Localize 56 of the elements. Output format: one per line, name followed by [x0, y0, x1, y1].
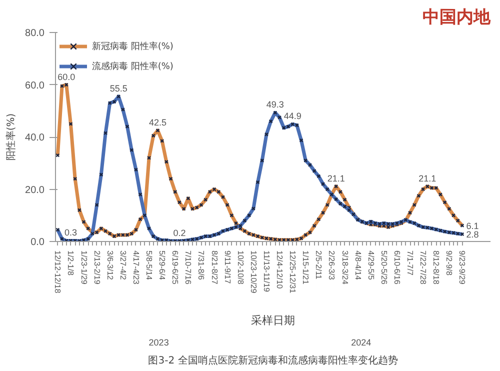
x-tick-label: 5/8-5/14 — [144, 250, 154, 280]
y-tick-label: 40.0 — [25, 132, 45, 144]
x-tick-label: 2/26-3/3 — [327, 250, 336, 280]
x-tick-label: 8/21-8/27 — [210, 250, 219, 285]
x-tick-label: 7/22-7/28 — [418, 250, 428, 285]
x-tick-label: 6/10-6/16 — [392, 250, 402, 285]
x-tick-label: 10/23-10/29 — [248, 250, 258, 294]
x-tick-label: 6/19-6/25 — [170, 250, 180, 285]
x-tick-label: 3/6-3/12 — [105, 250, 114, 280]
data-label: 0.3 — [64, 228, 77, 238]
x-tick-label: 9/23-9/29 — [458, 250, 467, 285]
x-tick-label: 4/8-4/14 — [353, 250, 362, 280]
data-label: 44.9 — [284, 111, 302, 122]
y-axis-title: 阳性率(%) — [5, 113, 18, 161]
text: 2024 — [351, 338, 372, 348]
x-tick-label: 5/20-5/26 — [379, 250, 388, 285]
x-tick-label: 8/12-8/18 — [432, 250, 441, 285]
y-tick-label: 20.0 — [25, 184, 45, 196]
x-tick-label: 1/2-1/8 — [66, 250, 76, 276]
data-label: 60.0 — [58, 72, 76, 82]
legend-label: 新冠病毒 阳性率(%) — [92, 40, 174, 52]
x-tick-label: 11/13-11/19 — [262, 250, 271, 293]
data-label: 21.1 — [418, 173, 436, 184]
data-label: 42.5 — [148, 117, 166, 128]
y-tick-label: 0.0 — [30, 237, 45, 248]
caption: 图3-2 全国哨点医院新冠病毒和流感病毒阳性率变化趋势 — [148, 354, 398, 366]
legend-label: 流感病毒 阳性率(%) — [92, 60, 174, 72]
data-label: 6.1 — [466, 221, 479, 232]
y-tick-label: 60.0 — [25, 80, 45, 92]
data-label: 2.8 — [466, 230, 479, 240]
x-tick-label: 7/31-8/6 — [196, 250, 206, 280]
x-tick-label: 3/27-4/2 — [118, 250, 128, 280]
text: 2023 — [148, 338, 169, 348]
x-tick-label: 5/29-6/4 — [158, 250, 167, 280]
x-tick-label: 4/29-5/5 — [366, 250, 376, 280]
x-tick-label: 12/4-12/10 — [275, 250, 284, 290]
x-tick-label: 7/1-7/7 — [406, 250, 415, 276]
x-tick-label: 9/11-9/17 — [222, 250, 232, 284]
x-tick-label: 12/12-12/18 — [53, 250, 62, 294]
x-tick-label: 3/18-3/24 — [340, 250, 350, 285]
x-tick-label: 7/10-7/16 — [184, 250, 193, 285]
x-tick-label: 1/23-1/29 — [79, 250, 88, 285]
x-tick-label: 2/5-2/11 — [314, 250, 324, 280]
x-tick-label: 9/2-9/8 — [444, 250, 454, 276]
x-tick-label: 12/25-12/31 — [288, 250, 298, 294]
x-tick-label: 4/17-4/23 — [131, 250, 140, 285]
x-tick-label: 10/2-10/8 — [236, 250, 245, 285]
x-tick-label: 2/13-2/19 — [92, 250, 102, 285]
data-label: 55.5 — [110, 84, 128, 94]
x-tick-label: 1/15-1/21 — [301, 250, 310, 285]
x-axis-title: 采样日期 — [251, 314, 295, 328]
data-label: 21.1 — [327, 173, 345, 184]
y-tick-label: 80.0 — [25, 28, 45, 39]
data-label: 49.3 — [266, 100, 284, 110]
data-label: 0.2 — [173, 228, 186, 238]
chart-title: 中国内地 — [422, 8, 492, 28]
